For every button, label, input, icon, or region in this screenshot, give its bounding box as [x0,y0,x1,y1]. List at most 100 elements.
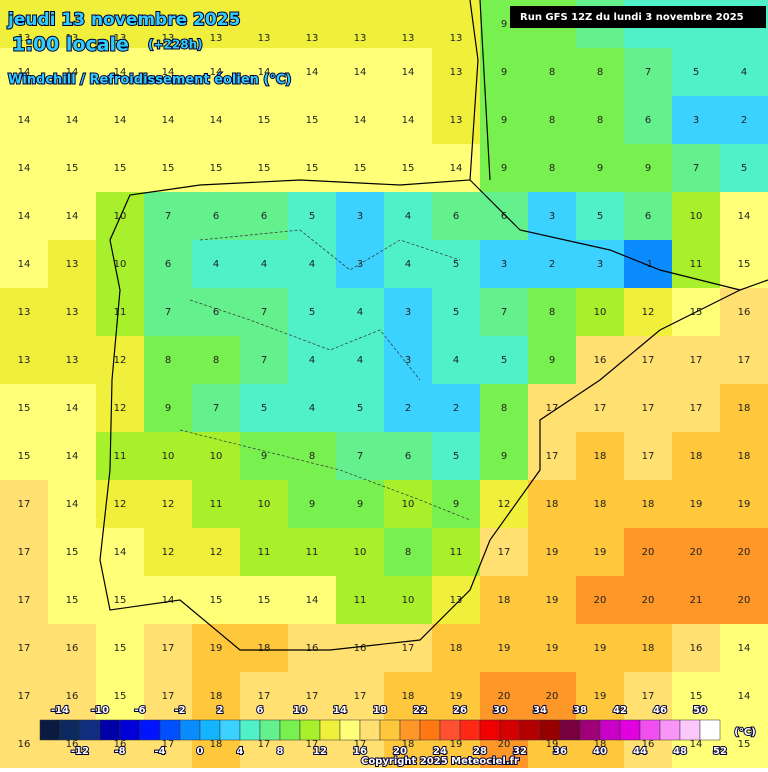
colorbar-swatch [459,719,481,741]
cell [672,96,721,145]
cell [288,240,337,289]
colorbar-label: 42 [613,705,627,716]
cell [96,624,145,673]
value-label: 16 [738,307,751,318]
value-label: 15 [66,163,79,174]
value-label: 14 [114,547,127,558]
cell [192,432,241,481]
cell [240,528,289,577]
value-label: 5 [309,211,315,222]
value-label: 12 [114,355,127,366]
colorbar: -14 -10 -6 -2 2 6 10 14 18 22 26 30 34 38 42 46 50-12 -8-… [39,704,728,758]
value-label: 15 [114,643,127,654]
value-label: 3 [357,211,363,222]
cell [96,96,145,145]
cell [720,384,768,433]
value-label: 4 [741,67,747,78]
cell [384,432,433,481]
cell [720,144,768,193]
cell [720,336,768,385]
cell [288,528,337,577]
value-label: 6 [261,211,267,222]
cell [336,0,385,49]
cell [672,432,721,481]
value-label: 15 [354,163,367,174]
colorbar-swatch [279,719,301,741]
value-label: 6 [213,307,219,318]
value-label: 15 [738,739,751,750]
cell [672,528,721,577]
cell [672,576,721,625]
value-label: 11 [210,499,223,510]
cell [384,192,433,241]
cell [0,624,49,673]
value-label: 18 [594,739,607,750]
value-label: 20 [498,739,511,750]
cell [480,432,529,481]
cell [192,96,241,145]
cell [144,240,193,289]
value-label: 8 [549,67,555,78]
cell [576,336,625,385]
value-label: 14 [114,67,127,78]
value-label: 18 [402,739,415,750]
colorbar-label: 24 [433,746,447,757]
colorbar-swatch [159,719,181,741]
value-label: 4 [453,355,459,366]
value-label: 11 [114,307,127,318]
value-label: 14 [210,115,223,126]
colorbar-unit: (°C) [734,727,755,738]
cell [144,672,193,721]
cell [48,0,97,49]
cell [96,144,145,193]
cell [336,480,385,529]
value-label: 12 [162,547,175,558]
cell [720,624,768,673]
cell [384,288,433,337]
cell [384,384,433,433]
cell [624,192,673,241]
cell [384,0,433,49]
colorbar-swatch [679,719,701,741]
value-label: 13 [258,33,271,44]
value-label: 15 [18,403,31,414]
value-label: 17 [258,739,271,750]
cell [432,240,481,289]
colorbar-swatch [659,719,681,741]
value-label: 20 [690,547,703,558]
cell [432,672,481,721]
value-label: 10 [690,211,703,222]
value-label: 6 [453,211,459,222]
cell [240,576,289,625]
value-label: 10 [162,451,175,462]
cell [336,384,385,433]
cell [144,288,193,337]
value-label: 15 [114,163,127,174]
cell [480,672,529,721]
value-label: 20 [642,595,655,606]
value-label: 11 [114,451,127,462]
value-label: 12 [498,499,511,510]
value-label: 5 [453,307,459,318]
value-label: 15 [210,595,223,606]
cell [432,0,481,49]
value-label: 14 [66,67,79,78]
value-label: 13 [66,259,79,270]
value-label: 14 [18,259,31,270]
cell [384,528,433,577]
cell [288,336,337,385]
value-label: 9 [165,403,171,414]
value-label: 10 [402,595,415,606]
cell [48,336,97,385]
cell [528,672,577,721]
value-label: 5 [357,403,363,414]
value-label: 17 [690,403,703,414]
value-label: 17 [162,739,175,750]
colorbar-label: 12 [313,746,327,757]
value-label: 8 [549,307,555,318]
cell [288,624,337,673]
cell [96,528,145,577]
parameter: Windchill / Refroidissement éolien (°C) [8,73,291,88]
colorbar-swatch [699,719,721,741]
colorbar-swatch [599,719,621,741]
